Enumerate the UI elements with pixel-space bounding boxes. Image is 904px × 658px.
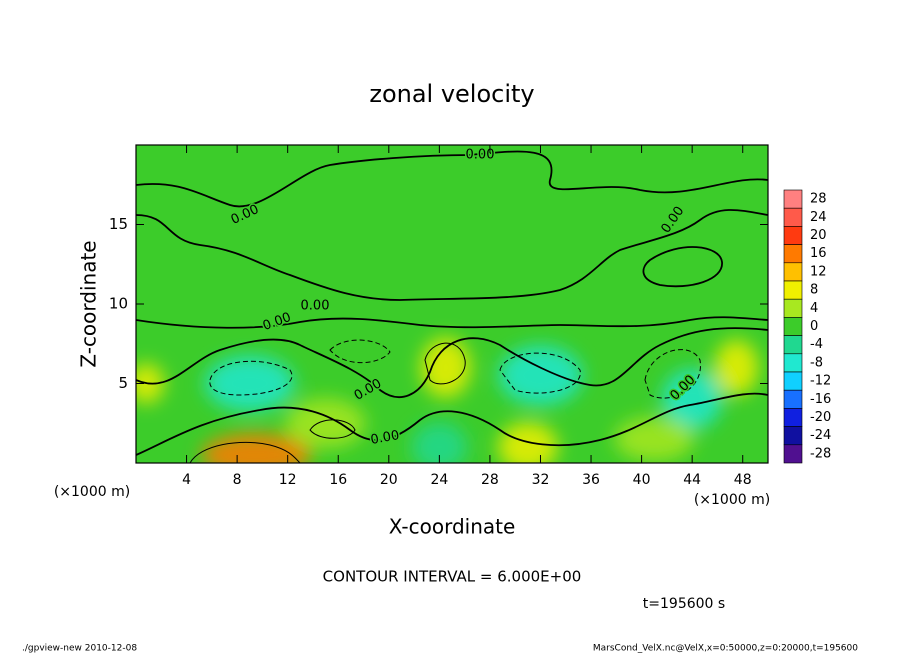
- colorbar-cell: [783, 244, 803, 264]
- field: [136, 145, 768, 463]
- colorbar-label: 8: [810, 283, 818, 298]
- y-axis-label: Z-coordinate: [77, 240, 101, 367]
- x-tick-label: 4: [182, 472, 191, 488]
- colorbar-cell: [783, 353, 803, 373]
- colorbar-cell: [783, 280, 803, 300]
- footer-left: ./gpview-new 2010-12-08: [22, 644, 137, 654]
- colorbar-cell: [783, 389, 803, 409]
- colorbar-cell: [783, 226, 803, 245]
- field-region: [201, 433, 312, 463]
- colorbar-cell: [783, 444, 803, 464]
- contour-lines: [136, 150, 768, 463]
- colorbar-label: -4: [810, 337, 823, 352]
- colorbar-label: 4: [810, 301, 818, 316]
- field-region: [714, 339, 759, 396]
- x-tick-label: 36: [582, 472, 600, 488]
- contour-label: 0.00: [301, 299, 330, 314]
- x-tick-label: 44: [683, 472, 701, 488]
- x-tick-label: 24: [430, 472, 448, 488]
- contour-label: 0.00: [466, 148, 495, 163]
- colorbar-label: -20: [810, 410, 831, 425]
- x-axis-label: X-coordinate: [389, 515, 516, 539]
- colorbar-cell: [783, 298, 803, 318]
- colorbar-label: -16: [810, 392, 831, 407]
- colorbar-label: -24: [810, 428, 831, 443]
- colorbar-cell: [783, 371, 803, 391]
- colorbar-label: -28: [810, 446, 831, 461]
- colorbar-label: 24: [810, 210, 827, 225]
- x-tick-label: 12: [279, 472, 297, 488]
- y-tick-label: 10: [109, 295, 128, 313]
- colorbar-cell: [783, 335, 803, 355]
- colorbar-label: 28: [810, 192, 827, 207]
- colorbar-cell: [783, 426, 803, 446]
- chart-title: zonal velocity: [369, 80, 534, 108]
- field-region: [204, 355, 295, 412]
- x-unit-right: (×1000 m): [694, 492, 770, 508]
- colorbar-label: -12: [810, 374, 831, 389]
- field-region: [498, 345, 583, 406]
- x-tick-label: 20: [380, 472, 398, 488]
- field-region: [497, 422, 558, 463]
- x-tick-label: 16: [329, 472, 347, 488]
- footer-right: MarsCond_VelX.nc@VelX,x=0:50000,z=0:2000…: [593, 644, 858, 654]
- x-tick-label: 32: [532, 472, 550, 488]
- x-tick-label: 28: [481, 472, 499, 488]
- colorbar-cell: [783, 189, 803, 209]
- x-tick-label: 40: [633, 472, 651, 488]
- field-region: [285, 398, 366, 449]
- contour-label: 0.00: [369, 428, 400, 448]
- field-blobs: [136, 337, 759, 463]
- colorbar-cell: [783, 262, 803, 282]
- colorbar-cell: [783, 408, 803, 427]
- y-tick-label: 5: [118, 374, 128, 392]
- colorbar-label: -8: [810, 355, 823, 370]
- colorbar-cell: [783, 207, 803, 227]
- field-region: [614, 417, 695, 462]
- y-tick-label: 15: [109, 215, 128, 233]
- colorbar-label: 20: [810, 228, 827, 243]
- field-region: [662, 369, 723, 430]
- time-label: t=195600 s: [643, 596, 725, 612]
- x-tick-label: 8: [233, 472, 242, 488]
- x-unit: (×1000 m): [54, 484, 130, 500]
- colorbar-label: 16: [810, 246, 827, 261]
- x-tick-label: 48: [734, 472, 752, 488]
- contour-interval: CONTOUR INTERVAL = 6.000E+00: [323, 568, 582, 586]
- field-region: [411, 422, 468, 463]
- colorbar-label: 12: [810, 264, 827, 279]
- colorbar-label: 0: [810, 319, 818, 334]
- colorbar-cell: [783, 317, 803, 336]
